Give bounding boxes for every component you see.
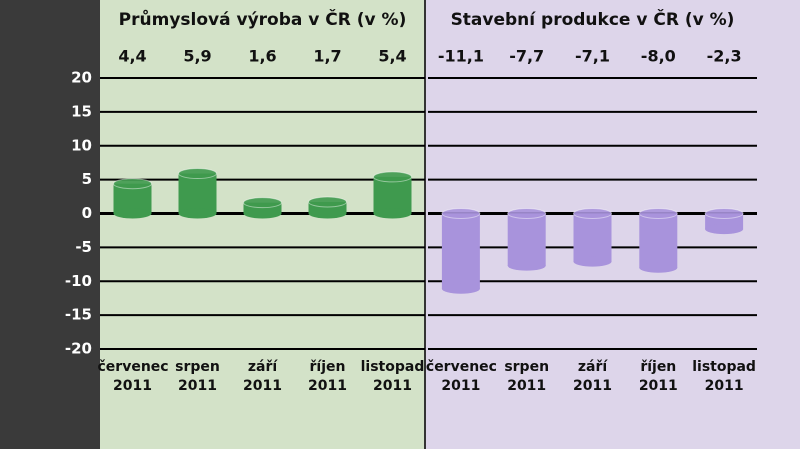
bar-base xyxy=(639,262,678,273)
bar xyxy=(639,213,678,268)
value-label: -2,3 xyxy=(707,47,742,66)
x-tick-label: srpen 2011 xyxy=(504,359,550,394)
y-tick-label: -20 xyxy=(65,340,92,358)
y-tick-label: -5 xyxy=(75,238,92,256)
bar xyxy=(507,213,546,266)
bar-base xyxy=(573,256,612,267)
value-label: -7,7 xyxy=(509,47,544,66)
value-label: 5,9 xyxy=(183,47,211,66)
bar xyxy=(573,213,612,262)
y-tick-label: -10 xyxy=(65,272,92,290)
y-tick-label: 0 xyxy=(82,204,92,222)
bar xyxy=(178,173,217,214)
bar-cap xyxy=(638,208,678,219)
y-tick-label: 20 xyxy=(71,69,92,87)
panel-bg xyxy=(100,0,425,449)
value-label: 4,4 xyxy=(118,47,146,66)
y-tick-label: -15 xyxy=(65,306,92,324)
x-tick-label: listopad 2011 xyxy=(692,359,756,394)
x-tick-label: říjen 2011 xyxy=(638,359,678,394)
value-label: -8,0 xyxy=(641,47,676,66)
chart-title: Průmyslová výroba v ČR (v %) xyxy=(119,8,407,30)
bar xyxy=(373,176,412,214)
bar-base xyxy=(705,224,744,235)
x-tick-label: září 2011 xyxy=(243,359,282,394)
bar xyxy=(308,201,347,214)
bar-cap xyxy=(507,208,547,219)
bar-cap xyxy=(441,208,481,219)
bar-base xyxy=(178,208,217,219)
bar-base xyxy=(373,208,412,219)
y-tick-label: 10 xyxy=(71,136,92,154)
value-label: -11,1 xyxy=(438,47,484,66)
x-tick-label: listopad 2011 xyxy=(360,359,425,394)
x-tick-label: červenec 2011 xyxy=(97,359,169,394)
bar-cap xyxy=(704,208,744,219)
y-tick-label: 15 xyxy=(71,102,92,120)
value-label: 1,7 xyxy=(313,47,341,66)
value-label: 5,4 xyxy=(378,47,406,66)
axis-strip xyxy=(0,0,100,449)
chart-title: Stavební produkce v ČR (v %) xyxy=(451,8,735,30)
bar xyxy=(243,202,282,214)
bar-cap xyxy=(113,178,152,190)
bar-cap xyxy=(373,171,412,183)
bar xyxy=(441,213,480,289)
x-tick-label: říjen 2011 xyxy=(308,359,347,394)
bar-cap xyxy=(573,208,612,219)
bar-cap xyxy=(308,196,347,208)
x-tick-label: září 2011 xyxy=(573,359,612,394)
value-label: -7,1 xyxy=(575,47,610,66)
bar-base xyxy=(507,260,546,271)
x-tick-label: červenec 2011 xyxy=(425,359,497,394)
bar-base xyxy=(441,283,480,294)
bar-base xyxy=(243,208,282,219)
bar-cap xyxy=(243,197,282,209)
value-label: 1,6 xyxy=(248,47,276,66)
bar-cap xyxy=(178,168,217,180)
x-tick-label: srpen 2011 xyxy=(175,359,220,394)
bar-base xyxy=(113,208,152,219)
y-tick-label: 5 xyxy=(82,170,92,188)
bar-base xyxy=(308,208,347,219)
